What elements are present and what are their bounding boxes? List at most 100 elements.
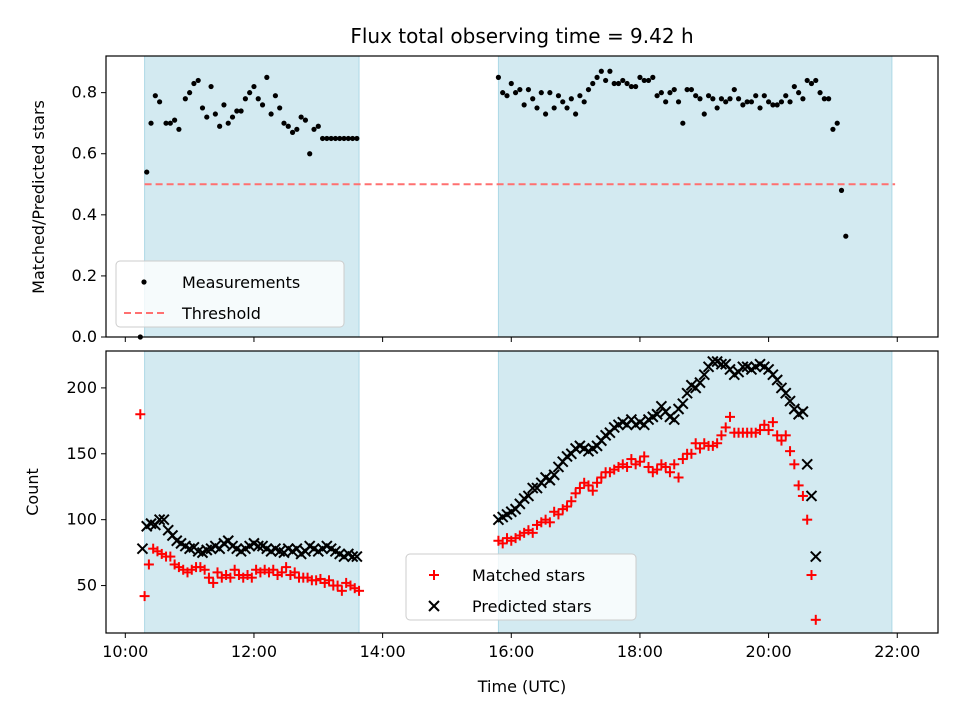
measurement-point — [324, 135, 330, 142]
ratio-y-tick-label: 0.0 — [72, 327, 97, 346]
matched-point — [780, 430, 791, 441]
measurement-point — [581, 99, 587, 105]
matched-point — [652, 464, 663, 475]
count-legend-swatch-1 — [428, 600, 440, 612]
measurement-point — [560, 99, 566, 105]
predicted-point-b — [145, 517, 157, 530]
measurement-point — [787, 99, 793, 105]
measurement-point — [645, 77, 652, 84]
predicted-point-b — [282, 542, 294, 555]
predicted-point-b — [805, 490, 818, 502]
measurement-point — [714, 105, 720, 111]
matched-point — [544, 517, 555, 528]
ratio-y-axis-label: Matched/Predicted stars — [29, 100, 48, 294]
predicted-point-b — [527, 482, 539, 494]
count-legend-swatch-0 — [429, 570, 439, 580]
measurement-point — [238, 108, 244, 114]
ratio-legend-swatch-0 — [141, 279, 147, 285]
measurement-point — [341, 135, 347, 142]
measurement-point — [838, 187, 845, 193]
x-tick-label: 20:00 — [746, 642, 792, 661]
measurement-point — [834, 120, 840, 126]
predicted-point-b — [685, 379, 698, 391]
predicted-point-b — [715, 358, 728, 370]
ratio-y-tick-label: 0.6 — [72, 144, 97, 163]
measurement-point — [830, 126, 836, 132]
measurement-point — [663, 99, 669, 105]
measurement-point — [285, 123, 291, 129]
matched-point — [587, 485, 598, 496]
measurement-point — [251, 83, 257, 90]
predicted-point — [707, 355, 719, 368]
measurement-point — [624, 80, 630, 87]
predicted-point-b — [707, 355, 719, 368]
predicted-point-b — [158, 513, 170, 526]
matched-point — [622, 461, 633, 472]
measurement-point — [843, 233, 849, 239]
measurement-point — [594, 74, 600, 80]
count-y-tick-label: 200 — [66, 378, 97, 397]
measurement-point — [255, 96, 261, 102]
predicted-point — [797, 405, 809, 418]
x-axis-label: Time (UTC) — [477, 677, 566, 696]
measurement-point — [525, 86, 532, 93]
measurement-point — [294, 126, 300, 132]
matched-point — [527, 527, 538, 538]
measurement-point — [757, 105, 763, 111]
matched-point — [793, 480, 804, 491]
measurement-point — [289, 129, 296, 135]
ratio-legend-label-1: Threshold — [181, 304, 261, 323]
measurement-point — [500, 90, 506, 96]
count-y-tick-label: 150 — [66, 444, 97, 463]
predicted-point-b — [153, 513, 166, 526]
measurement-point — [607, 68, 613, 74]
count-legend-box — [405, 553, 637, 621]
measurement-point — [731, 86, 737, 93]
predicted-point — [810, 550, 822, 563]
predicted-point-b — [681, 387, 693, 399]
ratio-legend-box — [115, 260, 345, 328]
measurement-point — [680, 120, 686, 126]
ratio-legend-label-0: Measurements — [182, 273, 300, 292]
measurement-point — [615, 80, 622, 87]
predicted-point — [651, 408, 663, 420]
matched-point — [225, 572, 236, 583]
predicted-point — [784, 395, 796, 407]
measurement-point — [272, 93, 279, 99]
matched-point — [643, 461, 654, 472]
matched-point — [208, 577, 219, 588]
measurement-point — [517, 86, 523, 93]
predicted-point-b — [694, 376, 706, 389]
measurement-point — [693, 93, 699, 99]
x-tick-label: 18:00 — [617, 642, 663, 661]
measurement-point — [667, 90, 673, 96]
measurement-point — [319, 135, 326, 142]
measurement-point — [148, 120, 154, 126]
matched-point — [354, 585, 365, 596]
matched-point — [639, 451, 650, 462]
matched-point — [229, 564, 240, 575]
measurement-point — [208, 83, 214, 90]
count-observing-window-0 — [144, 351, 360, 633]
measurement-point — [534, 105, 540, 111]
matched-point — [592, 477, 603, 488]
measurement-point — [740, 102, 746, 108]
matched-point — [669, 459, 680, 470]
matched-point — [289, 567, 300, 578]
matched-point — [767, 417, 778, 428]
matched-point — [810, 614, 821, 625]
matched-point — [324, 575, 335, 586]
measurement-point — [315, 123, 321, 129]
predicted-point — [136, 542, 149, 555]
predicted-point — [681, 387, 693, 399]
measurement-point — [247, 90, 253, 96]
predicted-point-b — [304, 540, 316, 552]
matched-point — [725, 411, 735, 422]
measurement-point — [187, 90, 193, 96]
ratio-panel: 0.0 0.2 0.4 0.6 0.8 Measurements Threshold — [72, 55, 939, 346]
measurement-point — [727, 96, 733, 102]
measurement-point — [281, 120, 287, 126]
matched-point — [690, 438, 701, 449]
count-panel: 50 100 150 200 10:00 12:00 14:00 16:00 18:00 20:0… — [66, 350, 939, 661]
measurement-point — [650, 74, 656, 80]
